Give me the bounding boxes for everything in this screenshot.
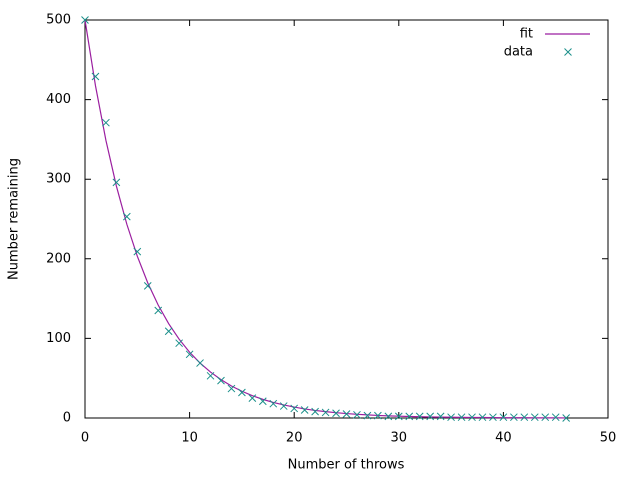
y-tick-label: 300 bbox=[46, 172, 71, 187]
data-point bbox=[122, 212, 131, 221]
data-point bbox=[196, 359, 204, 367]
data-point bbox=[81, 16, 89, 24]
data-point bbox=[279, 402, 288, 410]
data-point bbox=[217, 376, 225, 385]
x-tick-label: 50 bbox=[600, 431, 617, 446]
data-point bbox=[457, 413, 466, 422]
data-point bbox=[206, 371, 215, 380]
y-tick-label: 0 bbox=[63, 411, 71, 426]
data-point bbox=[227, 384, 236, 393]
x-tick-label: 20 bbox=[286, 431, 303, 446]
data-point bbox=[102, 118, 110, 127]
data-point bbox=[353, 410, 361, 419]
data-point bbox=[489, 413, 497, 422]
data-point bbox=[300, 406, 309, 414]
data-point bbox=[499, 413, 508, 422]
legend-label: fit bbox=[520, 27, 533, 42]
y-tick-label: 100 bbox=[46, 331, 71, 346]
y-axis-label: Number remaining bbox=[7, 158, 22, 280]
x-tick-label: 10 bbox=[181, 431, 198, 446]
data-point bbox=[551, 413, 560, 422]
y-tick-label: 500 bbox=[46, 13, 71, 28]
data-point bbox=[363, 411, 372, 420]
data-point bbox=[447, 413, 455, 422]
data-point bbox=[248, 394, 257, 402]
data-point bbox=[321, 408, 330, 417]
data-point bbox=[520, 413, 529, 422]
data-point bbox=[143, 282, 152, 290]
data-point bbox=[175, 339, 183, 348]
data-point bbox=[384, 412, 393, 421]
data-point bbox=[112, 178, 121, 187]
data-point bbox=[91, 72, 100, 81]
data-point bbox=[374, 411, 382, 420]
legend-marker bbox=[564, 48, 572, 56]
data-point bbox=[342, 410, 351, 418]
x-tick-label: 40 bbox=[495, 431, 512, 446]
data-point bbox=[290, 404, 299, 413]
x-tick-label: 30 bbox=[391, 431, 408, 446]
legend-label: data bbox=[504, 45, 533, 60]
plot-border bbox=[84, 19, 609, 419]
data-point bbox=[258, 397, 267, 406]
data-point bbox=[530, 413, 539, 422]
data-point bbox=[332, 409, 340, 418]
data-point bbox=[541, 413, 550, 422]
data-point bbox=[468, 413, 476, 422]
data-point bbox=[154, 306, 163, 315]
fit-line bbox=[84, 19, 567, 419]
data-point bbox=[394, 412, 403, 421]
data-point bbox=[185, 350, 194, 359]
data-point bbox=[478, 413, 487, 422]
data-point bbox=[405, 412, 414, 421]
data-point bbox=[269, 399, 278, 408]
y-tick-label: 200 bbox=[46, 251, 71, 266]
data-point bbox=[164, 327, 173, 336]
data-point bbox=[436, 412, 445, 421]
data-point bbox=[311, 407, 319, 416]
data-point bbox=[133, 247, 142, 256]
data-point bbox=[510, 413, 518, 422]
data-point bbox=[426, 412, 435, 421]
data-point bbox=[562, 414, 571, 422]
x-tick-label: 0 bbox=[81, 431, 89, 446]
x-axis-label: Number of throws bbox=[288, 458, 405, 473]
data-point bbox=[415, 412, 424, 421]
data-point bbox=[238, 388, 246, 397]
y-tick-label: 400 bbox=[46, 92, 71, 107]
